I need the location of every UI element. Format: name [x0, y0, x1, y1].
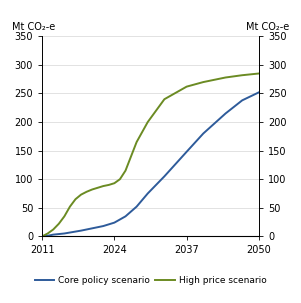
Text: Mt CO₂-e: Mt CO₂-e	[246, 22, 289, 32]
Text: Mt CO₂-e: Mt CO₂-e	[12, 22, 55, 32]
Legend: Core policy scenario, High price scenario: Core policy scenario, High price scenari…	[31, 273, 270, 289]
